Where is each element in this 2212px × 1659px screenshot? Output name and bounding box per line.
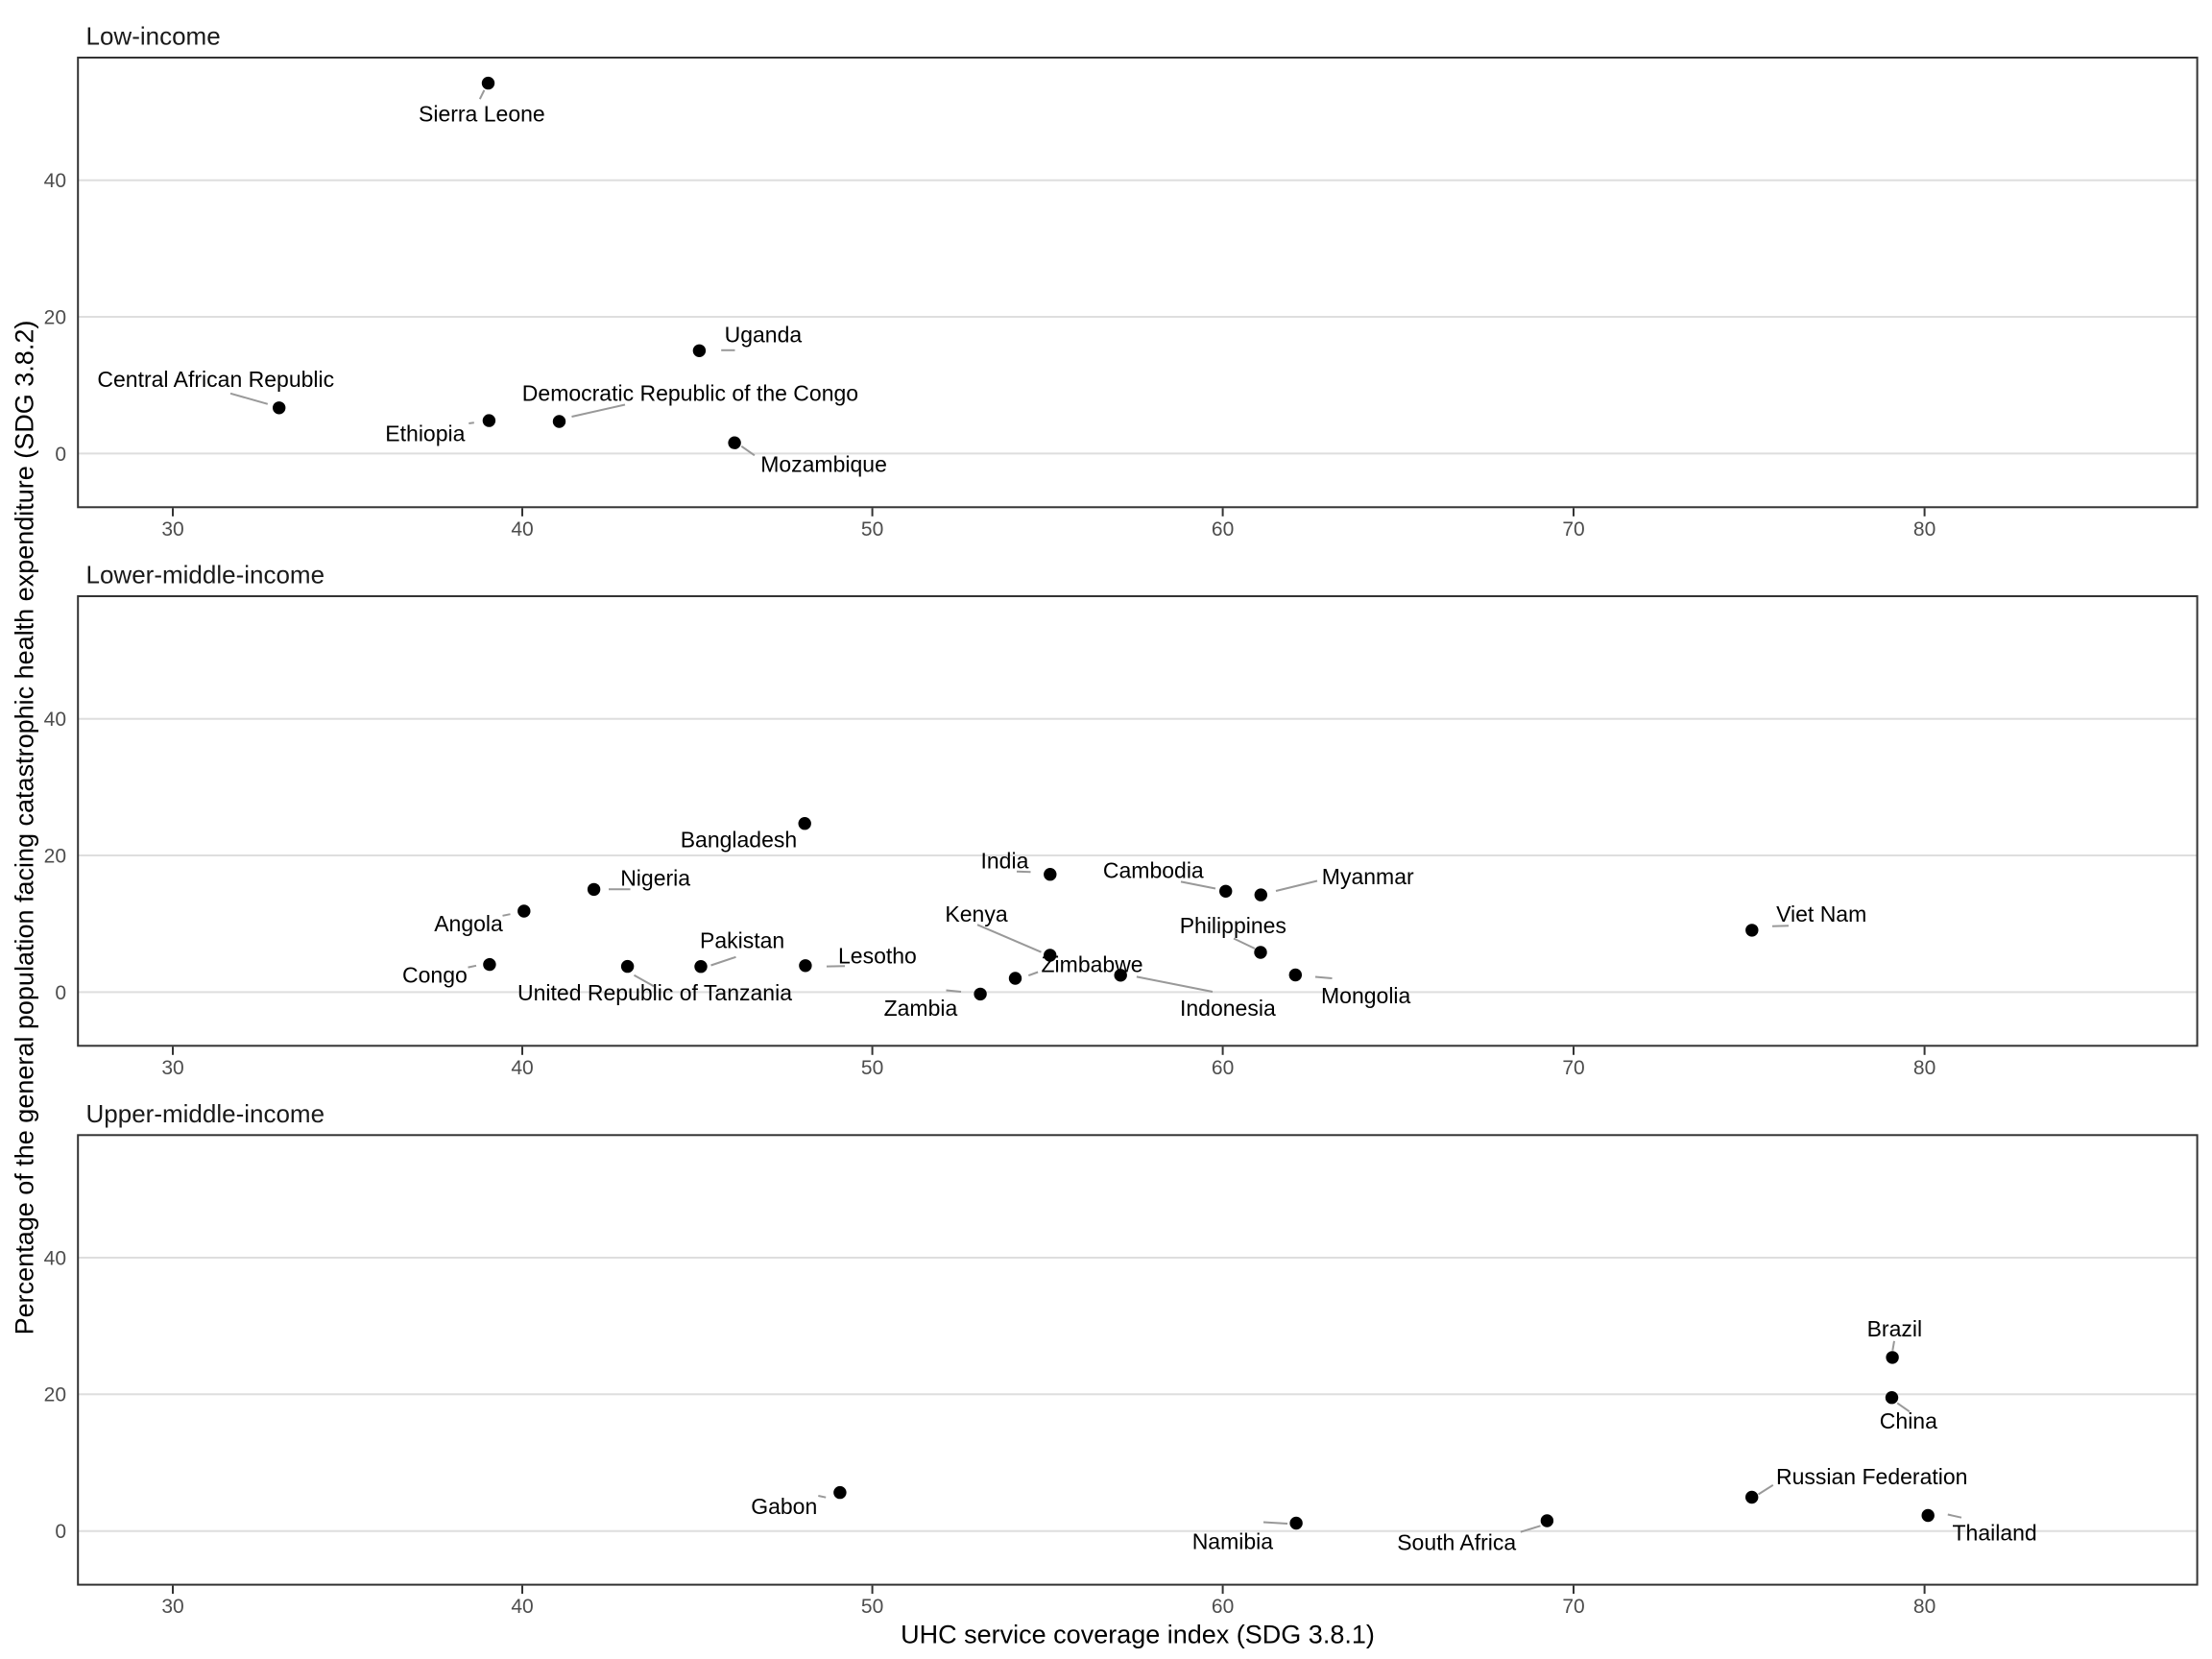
svg-text:UHC service coverage index (SD: UHC service coverage index (SDG 3.8.1) <box>901 1621 1375 1649</box>
svg-text:Myanmar: Myanmar <box>1322 864 1414 889</box>
svg-text:Thailand: Thailand <box>1953 1520 2037 1545</box>
svg-text:Low-income: Low-income <box>86 22 221 51</box>
svg-text:Bangladesh: Bangladesh <box>681 827 798 852</box>
svg-text:Sierra Leone: Sierra Leone <box>419 102 545 127</box>
svg-text:0: 0 <box>55 444 66 466</box>
svg-text:Central African Republic: Central African Republic <box>97 367 334 392</box>
svg-text:50: 50 <box>861 1596 883 1618</box>
svg-text:40: 40 <box>44 1247 66 1269</box>
svg-text:20: 20 <box>44 845 66 867</box>
svg-text:Namibia: Namibia <box>1192 1529 1274 1554</box>
svg-text:70: 70 <box>1562 1057 1584 1079</box>
svg-text:Zambia: Zambia <box>884 996 958 1021</box>
svg-text:India: India <box>981 849 1029 874</box>
svg-text:Lower-middle-income: Lower-middle-income <box>86 561 325 589</box>
svg-text:50: 50 <box>861 518 883 541</box>
svg-text:70: 70 <box>1562 518 1584 541</box>
svg-text:0: 0 <box>55 982 66 1004</box>
svg-text:40: 40 <box>511 1596 533 1618</box>
svg-text:60: 60 <box>1212 518 1234 541</box>
svg-text:30: 30 <box>161 1057 183 1079</box>
svg-text:70: 70 <box>1562 1596 1584 1618</box>
svg-text:Gabon: Gabon <box>751 1494 817 1519</box>
svg-text:United Republic of Tanzania: United Republic of Tanzania <box>517 980 792 1005</box>
svg-text:60: 60 <box>1212 1057 1234 1079</box>
svg-text:20: 20 <box>44 306 66 328</box>
svg-text:China: China <box>1880 1408 1937 1433</box>
svg-text:40: 40 <box>511 1057 533 1079</box>
svg-text:80: 80 <box>1913 518 1936 541</box>
svg-text:Uganda: Uganda <box>725 323 803 348</box>
svg-text:0: 0 <box>55 1521 66 1543</box>
svg-text:Ethiopia: Ethiopia <box>385 421 465 445</box>
svg-text:30: 30 <box>161 1596 183 1618</box>
svg-text:40: 40 <box>44 170 66 192</box>
svg-text:50: 50 <box>861 1057 883 1079</box>
svg-text:Angola: Angola <box>434 911 503 936</box>
svg-text:30: 30 <box>161 518 183 541</box>
svg-text:80: 80 <box>1913 1057 1936 1079</box>
svg-text:Congo: Congo <box>402 963 468 988</box>
svg-text:Brazil: Brazil <box>1867 1316 1923 1341</box>
svg-text:Russian Federation: Russian Federation <box>1776 1464 1967 1489</box>
svg-text:Lesotho: Lesotho <box>838 943 917 968</box>
svg-text:South Africa: South Africa <box>1397 1530 1516 1555</box>
svg-text:Mozambique: Mozambique <box>760 452 887 477</box>
svg-text:Zimbabwe: Zimbabwe <box>1042 951 1143 976</box>
svg-text:Pakistan: Pakistan <box>700 927 784 952</box>
svg-text:Percentage of the general popu: Percentage of the general population fac… <box>11 321 39 1335</box>
svg-text:Philippines: Philippines <box>1180 913 1286 938</box>
svg-text:Indonesia: Indonesia <box>1180 996 1276 1021</box>
svg-text:Upper-middle-income: Upper-middle-income <box>86 1099 325 1128</box>
svg-text:Viet Nam: Viet Nam <box>1776 902 1866 926</box>
svg-text:40: 40 <box>511 518 533 541</box>
svg-text:Mongolia: Mongolia <box>1321 983 1411 1008</box>
svg-text:80: 80 <box>1913 1596 1936 1618</box>
svg-text:40: 40 <box>44 709 66 731</box>
svg-text:Nigeria: Nigeria <box>620 865 690 890</box>
svg-text:Democratic Republic of the Con: Democratic Republic of the Congo <box>522 381 858 406</box>
svg-text:60: 60 <box>1212 1596 1234 1618</box>
svg-text:Cambodia: Cambodia <box>1103 857 1204 882</box>
svg-text:20: 20 <box>44 1384 66 1407</box>
svg-text:Kenya: Kenya <box>945 902 1007 926</box>
